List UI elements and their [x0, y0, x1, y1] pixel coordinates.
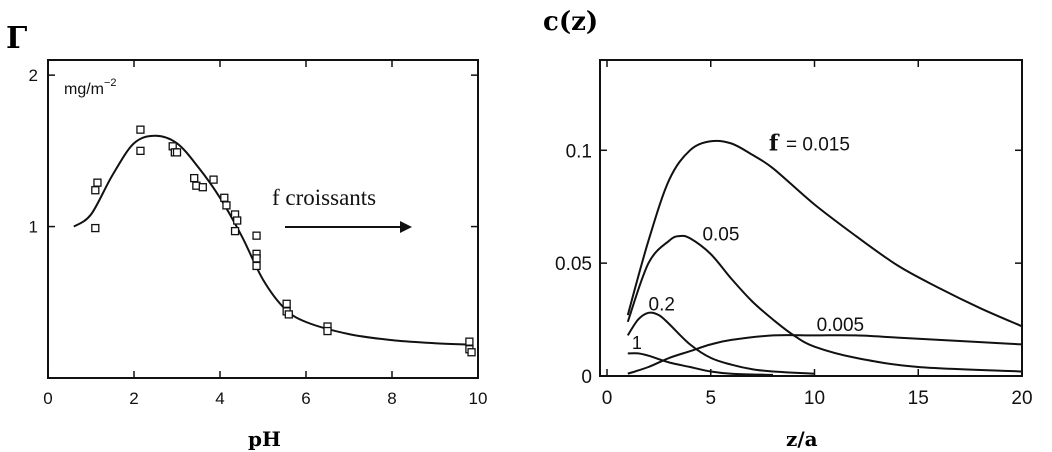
right-axis-ticks: 0 5 10 15 20 0 0.05 0.1 [555, 60, 1033, 409]
data-point [323, 326, 332, 336]
y-tick-label: 0 [581, 367, 592, 388]
y-axis-label-gamma: Γ [6, 21, 27, 56]
series-label: 1 [632, 333, 642, 353]
x-tick-label: 6 [301, 389, 310, 408]
data-point [209, 175, 218, 184]
x-tick-label: 5 [705, 388, 716, 409]
series-line [627, 352, 774, 376]
y-tick-label: 1 [29, 218, 38, 237]
annotation-arrow-head [400, 221, 412, 233]
x-tick-label: 20 [1011, 388, 1032, 409]
series-name: = 0.015 [786, 134, 850, 155]
data-point [136, 146, 145, 156]
y-axis-label-cz: c(z) [543, 7, 598, 37]
series-prefix-f: f [769, 130, 786, 156]
data-point [467, 348, 476, 357]
data-point [284, 310, 293, 319]
y-tick-label: 2 [29, 66, 38, 85]
data-points [91, 125, 476, 357]
x-tick-label: 8 [387, 389, 396, 408]
data-point [282, 299, 291, 308]
series-label: f = 0.015 [769, 130, 850, 156]
y-units-label: mg/m−2 [64, 77, 117, 98]
data-point [91, 186, 100, 195]
data-point [252, 261, 261, 271]
data-point [252, 254, 261, 263]
x-tick-label: 15 [908, 388, 929, 409]
concentration-curves [626, 139, 1023, 376]
fit-curve [73, 134, 470, 346]
x-tick-label: 10 [804, 388, 825, 409]
x-tick-label: 4 [215, 389, 224, 408]
series-label: 0.005 [817, 315, 865, 336]
x-tick-label: 0 [43, 389, 52, 408]
x-tick-label: 10 [469, 389, 488, 408]
x-tick-label: 2 [129, 389, 138, 408]
series-line [626, 234, 1023, 373]
data-point [91, 223, 100, 233]
data-point [190, 173, 199, 183]
y-tick-label: 0.1 [566, 141, 592, 162]
data-point [136, 125, 145, 134]
x-axis-label-ph: pH [248, 427, 281, 451]
x-axis-label-za: z/a [786, 427, 818, 451]
x-tick-label: 0 [602, 388, 613, 409]
curve-labels: f = 0.015 0.05 0.2 1 0.005 [632, 130, 864, 353]
y-units-base: mg/m [64, 81, 104, 98]
series-line [626, 311, 815, 375]
series-label: 0.05 [702, 225, 739, 246]
data-point [230, 226, 240, 236]
plot-frame-right [599, 59, 1023, 377]
data-point [222, 201, 231, 210]
annotation-f-croissants: f croissants [272, 185, 376, 210]
data-point [233, 216, 242, 225]
data-point [252, 231, 261, 240]
series-line [626, 139, 1023, 328]
data-point [172, 148, 182, 157]
data-point [198, 183, 207, 192]
series-label: 0.2 [649, 295, 675, 316]
plot-frame-left [47, 59, 479, 379]
data-point [220, 193, 229, 202]
series-line [627, 334, 1023, 375]
y-units-exponent: −2 [104, 77, 117, 89]
data-point [93, 178, 102, 187]
y-tick-label: 0.05 [555, 254, 592, 275]
data-point [465, 337, 474, 346]
